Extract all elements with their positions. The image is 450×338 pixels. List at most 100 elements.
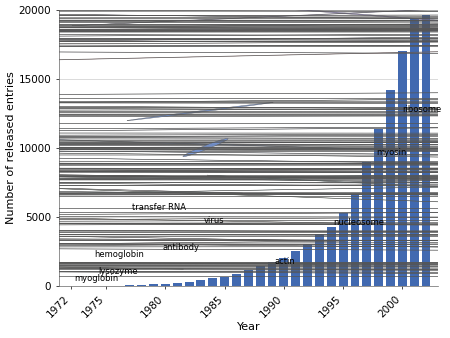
Ellipse shape (0, 13, 450, 30)
Ellipse shape (0, 33, 450, 45)
Ellipse shape (0, 231, 450, 233)
Ellipse shape (0, 177, 450, 189)
Ellipse shape (0, 172, 450, 179)
Ellipse shape (0, 21, 450, 39)
Ellipse shape (0, 235, 450, 243)
Ellipse shape (0, 17, 450, 43)
Ellipse shape (0, 194, 450, 195)
Ellipse shape (0, 119, 450, 141)
Ellipse shape (0, 230, 450, 236)
Ellipse shape (0, 17, 450, 39)
Ellipse shape (0, 234, 293, 240)
Ellipse shape (0, 243, 450, 247)
Ellipse shape (0, 175, 450, 183)
Ellipse shape (0, 230, 450, 232)
Ellipse shape (0, 193, 450, 195)
Ellipse shape (0, 38, 450, 55)
Ellipse shape (0, 222, 450, 224)
Ellipse shape (0, 0, 450, 2)
Ellipse shape (0, 182, 450, 188)
Bar (149, 284, 158, 286)
Ellipse shape (0, 161, 450, 194)
Ellipse shape (0, 25, 450, 46)
Ellipse shape (0, 193, 450, 195)
Ellipse shape (0, 233, 450, 237)
Ellipse shape (0, 25, 450, 27)
Ellipse shape (0, 133, 450, 158)
Ellipse shape (139, 0, 450, 28)
Bar (208, 279, 217, 286)
Ellipse shape (0, 162, 450, 168)
Ellipse shape (0, 117, 450, 139)
Ellipse shape (0, 18, 450, 42)
Ellipse shape (72, 1, 450, 26)
Ellipse shape (0, 17, 450, 24)
Ellipse shape (0, 212, 450, 221)
Ellipse shape (0, 134, 450, 144)
Bar (268, 262, 276, 286)
Ellipse shape (0, 103, 450, 114)
Ellipse shape (0, 182, 450, 189)
Ellipse shape (0, 172, 450, 184)
Ellipse shape (0, 139, 450, 147)
Ellipse shape (0, 165, 450, 171)
Ellipse shape (0, 40, 450, 41)
Ellipse shape (0, 241, 346, 246)
Text: transfer RNA: transfer RNA (132, 203, 186, 212)
Ellipse shape (0, 208, 450, 210)
Ellipse shape (0, 241, 450, 248)
Ellipse shape (0, 146, 450, 156)
Bar (362, 162, 371, 286)
Ellipse shape (0, 6, 450, 8)
Ellipse shape (0, 114, 450, 115)
Ellipse shape (0, 246, 450, 248)
Text: myoglobin: myoglobin (74, 274, 118, 283)
Ellipse shape (0, 0, 450, 22)
Ellipse shape (0, 131, 450, 136)
Ellipse shape (0, 263, 450, 265)
Bar (232, 274, 241, 286)
Ellipse shape (0, 269, 450, 275)
Ellipse shape (0, 168, 450, 169)
Bar (197, 281, 205, 286)
Ellipse shape (0, 136, 450, 149)
Ellipse shape (0, 17, 450, 34)
Ellipse shape (0, 164, 450, 175)
Ellipse shape (0, 25, 450, 28)
Ellipse shape (0, 210, 450, 217)
Bar (303, 244, 312, 286)
Ellipse shape (0, 21, 450, 38)
Ellipse shape (0, 135, 450, 145)
Ellipse shape (0, 26, 450, 43)
Ellipse shape (0, 173, 450, 180)
Bar (220, 276, 229, 286)
Ellipse shape (0, 113, 450, 135)
Ellipse shape (0, 108, 450, 116)
Bar (422, 15, 431, 286)
Ellipse shape (0, 126, 450, 146)
Ellipse shape (0, 236, 450, 238)
Ellipse shape (0, 168, 450, 176)
Ellipse shape (0, 218, 450, 229)
Ellipse shape (0, 155, 450, 170)
Ellipse shape (0, 7, 450, 10)
Ellipse shape (0, 19, 450, 21)
Ellipse shape (0, 27, 450, 33)
Ellipse shape (0, 183, 450, 188)
Ellipse shape (0, 13, 450, 33)
Text: lysozyme: lysozyme (98, 267, 137, 276)
Ellipse shape (0, 146, 450, 153)
Bar (386, 90, 395, 286)
Ellipse shape (0, 99, 450, 103)
Bar (244, 270, 253, 286)
Ellipse shape (0, 6, 450, 26)
Ellipse shape (4, 176, 450, 186)
Bar (256, 266, 265, 286)
Ellipse shape (0, 111, 450, 114)
Ellipse shape (0, 175, 450, 184)
Ellipse shape (0, 24, 450, 38)
Ellipse shape (0, 37, 450, 70)
Ellipse shape (0, 160, 450, 163)
Ellipse shape (0, 241, 450, 247)
Ellipse shape (127, 102, 274, 121)
